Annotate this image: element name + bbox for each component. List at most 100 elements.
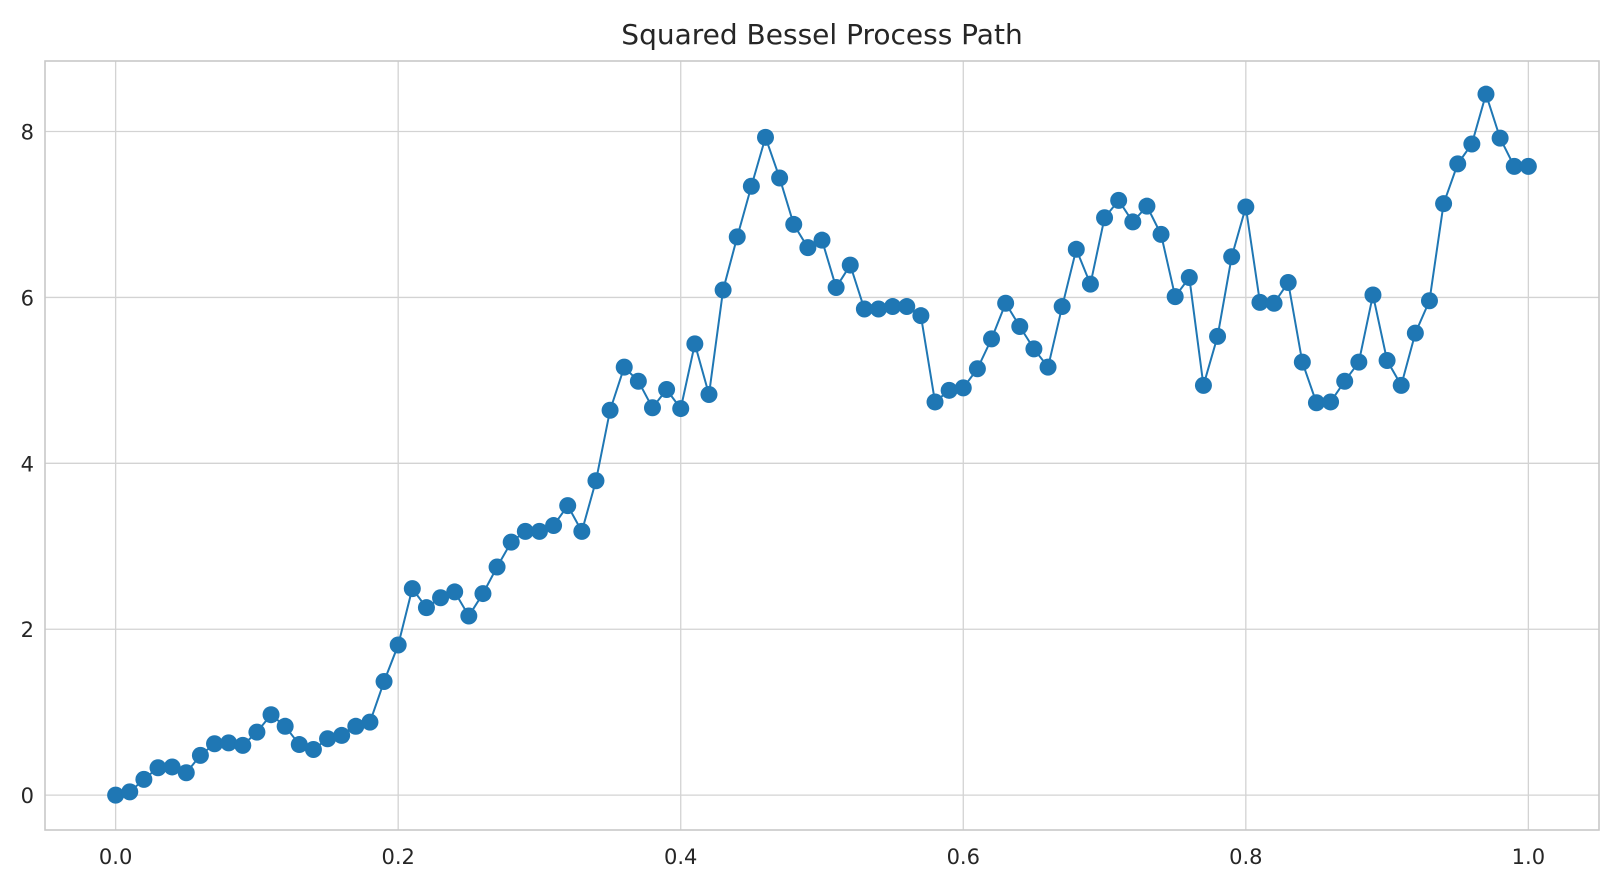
- y-tick-label: 0: [21, 784, 34, 808]
- data-point: [573, 522, 591, 540]
- data-point: [1519, 157, 1537, 175]
- data-point: [163, 758, 181, 776]
- data-point: [1435, 195, 1453, 213]
- data-point: [1237, 198, 1255, 216]
- data-point: [1293, 353, 1311, 371]
- data-point: [333, 726, 351, 744]
- y-tick-label: 2: [21, 618, 34, 642]
- y-tick-labels: 0 2 4 6 8: [21, 121, 34, 809]
- data-point: [983, 330, 1001, 348]
- data-point: [220, 734, 238, 752]
- data-point: [1081, 275, 1099, 293]
- data-point: [813, 231, 831, 249]
- data-point: [545, 517, 563, 535]
- data-point: [191, 746, 209, 764]
- data-point: [347, 717, 365, 735]
- data-point: [629, 372, 647, 390]
- data-point: [1307, 394, 1325, 412]
- data-point: [1152, 225, 1170, 243]
- data-point: [107, 786, 125, 804]
- data-point: [672, 400, 690, 418]
- data-point: [1505, 157, 1523, 175]
- data-point: [1039, 358, 1057, 376]
- data-point: [1265, 294, 1283, 312]
- data-point: [799, 239, 817, 257]
- data-point: [1491, 129, 1509, 147]
- data-point: [1477, 85, 1495, 103]
- data-point: [643, 399, 661, 417]
- data-point: [375, 673, 393, 691]
- data-point: [1420, 292, 1438, 310]
- data-point: [262, 706, 280, 724]
- data-point: [855, 300, 873, 318]
- data-point: [1180, 269, 1198, 287]
- x-tick-label: 0.8: [1229, 845, 1262, 869]
- data-point: [460, 607, 478, 625]
- data-point: [1322, 393, 1340, 411]
- data-point: [587, 472, 605, 490]
- data-point: [912, 307, 930, 325]
- data-point: [954, 379, 972, 397]
- data-point: [1194, 376, 1212, 394]
- data-point: [1053, 298, 1071, 316]
- series-line: [115, 90, 1529, 797]
- data-point: [516, 522, 534, 540]
- data-point: [361, 713, 379, 731]
- x-gridlines: [114, 61, 1530, 830]
- data-point: [1251, 293, 1269, 311]
- data-point: [149, 759, 167, 777]
- x-tick-label: 1.0: [1512, 845, 1545, 869]
- x-tick-labels: 0.0 0.2 0.4 0.6 0.8 1.0: [99, 845, 1545, 869]
- data-point: [1406, 324, 1424, 342]
- data-point: [601, 401, 619, 419]
- y-tick-label: 8: [21, 121, 34, 145]
- data-point: [1110, 191, 1128, 209]
- data-point: [771, 169, 789, 187]
- data-point: [502, 533, 520, 551]
- x-tick-label: 0.0: [99, 845, 132, 869]
- data-point: [1392, 376, 1410, 394]
- data-point: [290, 736, 308, 754]
- data-point: [403, 580, 421, 598]
- data-point: [135, 770, 153, 788]
- data-point: [1209, 327, 1227, 345]
- data-point: [742, 177, 760, 195]
- series-layer: [107, 85, 1537, 804]
- x-tick-label: 0.6: [947, 845, 980, 869]
- data-point: [446, 583, 464, 601]
- data-point: [1067, 240, 1085, 258]
- data-point: [474, 585, 492, 603]
- data-point: [1096, 209, 1114, 227]
- data-point: [615, 358, 633, 376]
- data-point: [432, 589, 450, 607]
- data-point: [1449, 155, 1467, 173]
- x-tick-label: 0.2: [381, 845, 414, 869]
- data-point: [827, 278, 845, 296]
- data-point: [276, 717, 294, 735]
- data-point: [304, 741, 322, 759]
- data-point: [319, 730, 337, 748]
- data-point: [559, 497, 577, 515]
- data-point: [177, 764, 195, 782]
- x-tick-label: 0.4: [664, 845, 697, 869]
- data-point: [1336, 372, 1354, 390]
- data-point: [756, 128, 774, 146]
- data-point: [417, 599, 435, 617]
- data-point: [1378, 351, 1396, 369]
- data-point: [1025, 340, 1043, 358]
- y-gridlines: [45, 130, 1599, 796]
- data-point: [206, 735, 224, 753]
- data-point: [997, 294, 1015, 312]
- data-point: [1166, 288, 1184, 306]
- data-point: [1223, 248, 1241, 266]
- data-point: [884, 298, 902, 316]
- plot-frame: [44, 60, 1600, 831]
- data-point: [389, 636, 407, 654]
- y-tick-label: 6: [21, 286, 34, 310]
- y-tick-label: 4: [21, 452, 34, 476]
- data-point: [700, 385, 718, 403]
- data-point: [785, 215, 803, 233]
- data-point: [870, 300, 888, 318]
- data-point: [1279, 273, 1297, 291]
